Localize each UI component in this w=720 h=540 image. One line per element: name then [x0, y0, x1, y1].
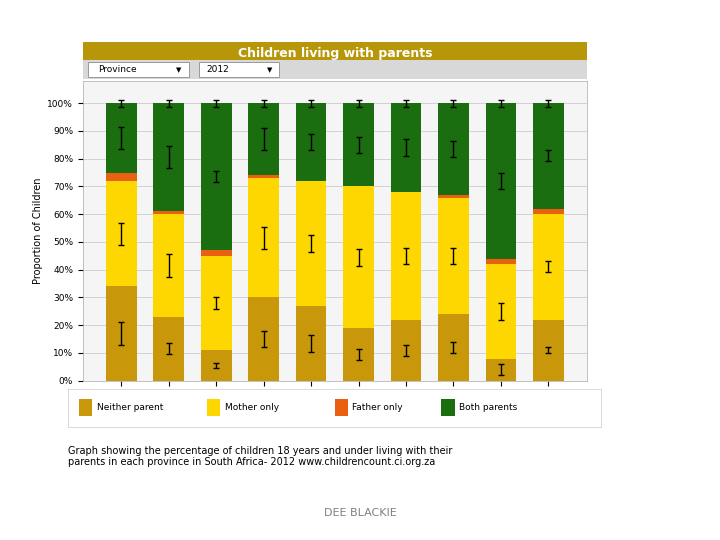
Bar — [335, 400, 348, 416]
Bar — [248, 178, 279, 298]
Bar — [153, 317, 184, 381]
Bar — [485, 359, 516, 381]
Bar — [485, 259, 516, 264]
Text: Province: Province — [98, 65, 137, 75]
Bar — [153, 103, 184, 212]
Bar — [201, 256, 232, 350]
Bar — [390, 192, 421, 320]
Bar — [533, 214, 564, 320]
Text: DEE BLACKIE: DEE BLACKIE — [323, 508, 397, 518]
FancyBboxPatch shape — [199, 62, 279, 77]
Bar — [207, 400, 220, 416]
Bar — [248, 103, 279, 176]
FancyBboxPatch shape — [88, 62, 189, 77]
Bar — [438, 195, 469, 198]
Bar — [438, 314, 469, 381]
Bar — [106, 173, 137, 181]
Bar — [390, 320, 421, 381]
Bar — [106, 286, 137, 381]
Bar — [485, 103, 516, 259]
Text: Neither parent: Neither parent — [96, 403, 163, 412]
Text: Graph showing the percentage of children 18 years and under living with their
pa: Graph showing the percentage of children… — [68, 446, 453, 467]
Bar — [201, 250, 232, 256]
Bar — [296, 181, 326, 306]
Y-axis label: Proportion of Children: Proportion of Children — [33, 178, 43, 284]
Bar — [248, 176, 279, 178]
Bar — [248, 298, 279, 381]
Bar — [106, 103, 137, 173]
Bar — [343, 186, 374, 328]
Bar — [106, 181, 137, 286]
Bar — [441, 400, 454, 416]
Bar — [201, 350, 232, 381]
Bar — [533, 103, 564, 208]
Text: 2012: 2012 — [206, 65, 229, 75]
Bar — [438, 198, 469, 314]
Text: Father only: Father only — [352, 403, 403, 412]
Bar — [533, 208, 564, 214]
Bar — [485, 264, 516, 359]
Bar — [390, 103, 421, 192]
Text: Mother only: Mother only — [225, 403, 279, 412]
Text: ▼: ▼ — [266, 67, 272, 73]
Text: Children living with parents: Children living with parents — [238, 47, 432, 60]
Bar — [296, 306, 326, 381]
Text: ▼: ▼ — [176, 67, 181, 73]
Text: Both parents: Both parents — [459, 403, 517, 412]
Bar — [296, 103, 326, 181]
Bar — [533, 320, 564, 381]
Bar — [79, 400, 92, 416]
Bar — [201, 103, 232, 250]
Bar — [343, 103, 374, 186]
Bar — [153, 212, 184, 214]
Bar — [343, 328, 374, 381]
Bar — [438, 103, 469, 195]
Bar — [153, 214, 184, 317]
